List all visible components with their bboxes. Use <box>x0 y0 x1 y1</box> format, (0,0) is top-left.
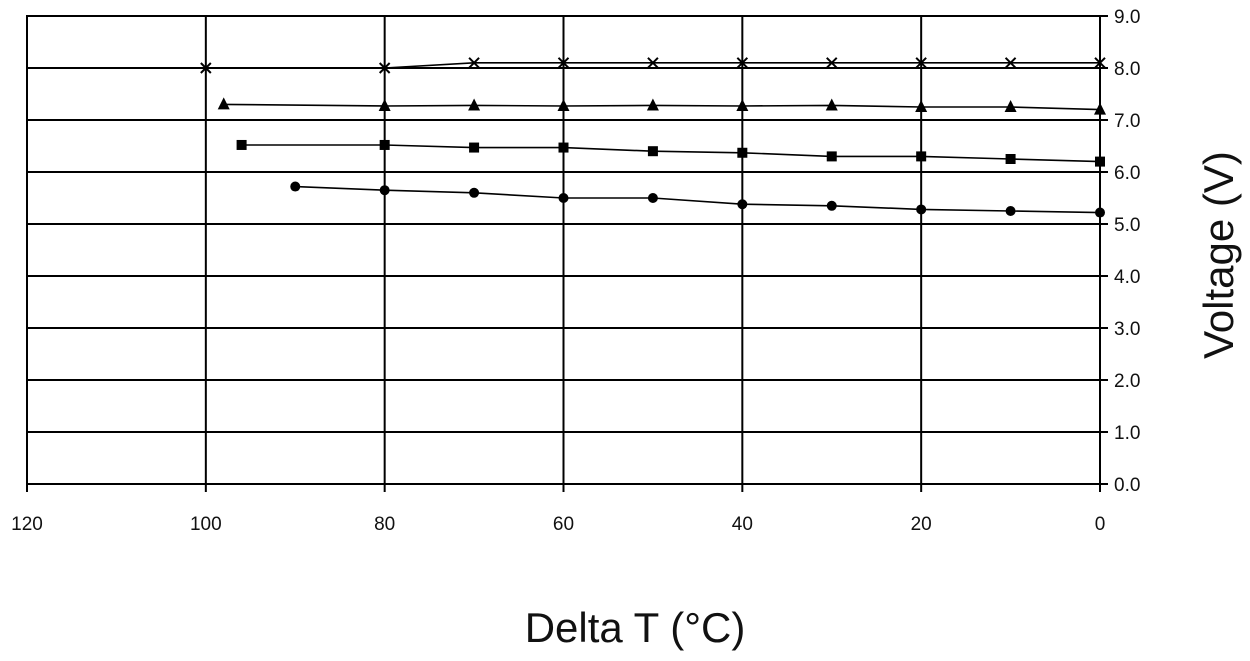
data-point-triangle <box>217 97 230 110</box>
data-point-cross <box>378 62 391 74</box>
data-point-cross <box>826 57 838 69</box>
data-point-triangle <box>646 98 659 111</box>
y-tick-label: 2.0 <box>1114 371 1140 392</box>
series-triangle <box>217 97 1106 115</box>
x-axis-title: Delta T (°C) <box>525 604 746 651</box>
data-point-cross <box>557 57 570 69</box>
data-point-triangle <box>736 98 749 111</box>
data-point-cross <box>200 62 212 74</box>
data-point-circle <box>1095 207 1105 218</box>
data-point-square <box>236 139 247 150</box>
data-point-circle <box>737 199 748 210</box>
data-point-triangle <box>1004 100 1017 112</box>
y-tick-label: 0.0 <box>1114 475 1140 496</box>
data-point-circle <box>826 200 837 211</box>
data-point-cross <box>915 57 927 69</box>
series-square <box>236 139 1105 167</box>
tick-labels: 0.0 1.0 2.0 3.0 4.0 5.0 6.0 7.0 8.0 9.0 120 100 80 60… <box>11 7 1140 535</box>
y-tick-label: 6.0 <box>1114 163 1140 184</box>
data-point-square <box>469 142 480 153</box>
series-line <box>241 144 1101 163</box>
y-tick-label: 9.0 <box>1114 7 1140 28</box>
data-point-circle <box>916 204 927 215</box>
y-axis-title: Voltage (V) <box>1195 151 1242 359</box>
data-point-cross <box>736 57 749 69</box>
series-circle <box>290 181 1105 218</box>
series-line <box>223 103 1101 111</box>
x-tick-label: 60 <box>553 514 574 535</box>
data-point-cross <box>1004 57 1017 69</box>
series-cross <box>200 57 1106 74</box>
plot-frame <box>26 15 1101 485</box>
grid-lines <box>26 15 1101 485</box>
data-point-circle <box>558 193 569 203</box>
data-series <box>200 57 1106 218</box>
data-point-square <box>1095 156 1105 167</box>
y-tick-label: 5.0 <box>1114 215 1140 236</box>
data-point-triangle <box>915 100 928 112</box>
x-tick-label: 100 <box>190 514 222 535</box>
data-point-circle <box>290 181 301 192</box>
data-point-triangle <box>825 98 838 111</box>
data-point-square <box>826 151 837 162</box>
y-tick-label: 4.0 <box>1114 267 1140 288</box>
series-line <box>295 185 1101 214</box>
data-point-square <box>1005 154 1016 164</box>
data-point-square <box>737 147 748 158</box>
x-tick-label: 20 <box>911 514 932 535</box>
x-tick-label: 120 <box>11 514 43 535</box>
series-line <box>205 61 1100 69</box>
data-point-triangle <box>557 98 570 111</box>
data-point-triangle <box>468 98 481 111</box>
x-tick-label: 0 <box>1095 514 1106 535</box>
data-point-circle <box>1005 206 1016 216</box>
x-tick-label: 40 <box>732 514 753 535</box>
data-point-cross <box>1094 57 1106 69</box>
data-point-triangle <box>1094 102 1106 115</box>
data-point-cross <box>647 57 659 69</box>
y-tick-label: 7.0 <box>1114 111 1140 132</box>
data-point-square <box>558 142 569 153</box>
data-point-circle <box>379 185 390 196</box>
y-tick-label: 3.0 <box>1114 319 1140 340</box>
data-point-square <box>379 139 390 150</box>
data-point-square <box>916 151 927 162</box>
data-point-cross <box>468 57 480 69</box>
data-point-square <box>647 146 658 157</box>
data-point-circle <box>647 193 658 203</box>
axes <box>26 15 1108 492</box>
data-point-triangle <box>378 98 391 111</box>
data-point-circle <box>469 187 480 198</box>
x-tick-label: 80 <box>374 514 395 535</box>
y-tick-label: 1.0 <box>1114 423 1140 444</box>
y-tick-label: 8.0 <box>1114 59 1140 80</box>
